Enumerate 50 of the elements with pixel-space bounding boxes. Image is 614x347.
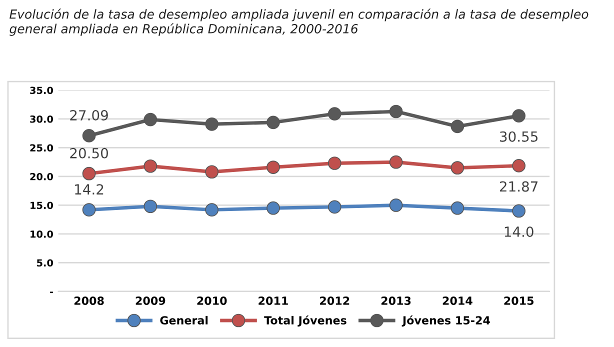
chart-title: Evolución de la tasa de desempleo ampliada juvenil en comparación a la tasa de desempleo general ampliada en República Dominicana, 2000-2016 bbox=[10, 8, 588, 36]
point bbox=[82, 203, 96, 216]
legend-label: General bbox=[160, 316, 208, 325]
point bbox=[450, 161, 464, 175]
legend-label: Total Jóvenes bbox=[264, 315, 346, 327]
point bbox=[450, 120, 464, 134]
data-label: 27.09 bbox=[70, 110, 108, 121]
data-label: 20.50 bbox=[70, 148, 108, 158]
y-tick-label: 30.0 bbox=[30, 115, 54, 123]
point bbox=[389, 198, 403, 212]
data-label: 30.55 bbox=[500, 131, 538, 142]
x-tick-label: 2011 bbox=[258, 296, 288, 305]
x-tick-label: 2010 bbox=[197, 296, 227, 305]
x-tick-label: 2012 bbox=[320, 296, 350, 305]
x-tick-label: 2014 bbox=[442, 296, 472, 305]
x-tick-label: 2013 bbox=[381, 296, 411, 305]
point bbox=[144, 200, 158, 214]
point bbox=[450, 201, 464, 215]
point bbox=[328, 156, 342, 170]
point bbox=[205, 117, 218, 131]
point bbox=[205, 165, 218, 179]
point bbox=[82, 166, 96, 180]
y-tick-label: 35.0 bbox=[30, 86, 54, 94]
point bbox=[512, 204, 526, 218]
point bbox=[328, 200, 342, 214]
x-tick-label: 2015 bbox=[504, 296, 534, 305]
point bbox=[266, 160, 280, 174]
x-tick-label: 2008 bbox=[74, 296, 104, 305]
y-tick-label: 10.0 bbox=[30, 230, 54, 238]
y-tick-label: - bbox=[50, 292, 53, 294]
point bbox=[82, 129, 96, 142]
point bbox=[328, 107, 342, 120]
y-tick-label: 25.0 bbox=[30, 144, 54, 152]
data-label: 21.87 bbox=[500, 181, 538, 192]
point bbox=[205, 203, 218, 216]
data-label: 14.0 bbox=[504, 226, 534, 238]
y-tick-label: 20.0 bbox=[30, 172, 54, 180]
point bbox=[266, 116, 280, 130]
y-tick-label: 5.0 bbox=[36, 259, 54, 267]
point bbox=[144, 112, 158, 126]
point bbox=[144, 159, 158, 173]
x-tick-label: 2009 bbox=[136, 296, 166, 305]
legend-label: Jóvenes 15-24 bbox=[402, 315, 490, 327]
point bbox=[266, 201, 280, 215]
data-label: 14.2 bbox=[75, 184, 104, 194]
point bbox=[389, 155, 403, 169]
point bbox=[512, 159, 526, 172]
y-tick-label: 15.0 bbox=[30, 202, 54, 210]
point bbox=[512, 109, 526, 122]
point bbox=[389, 104, 403, 118]
